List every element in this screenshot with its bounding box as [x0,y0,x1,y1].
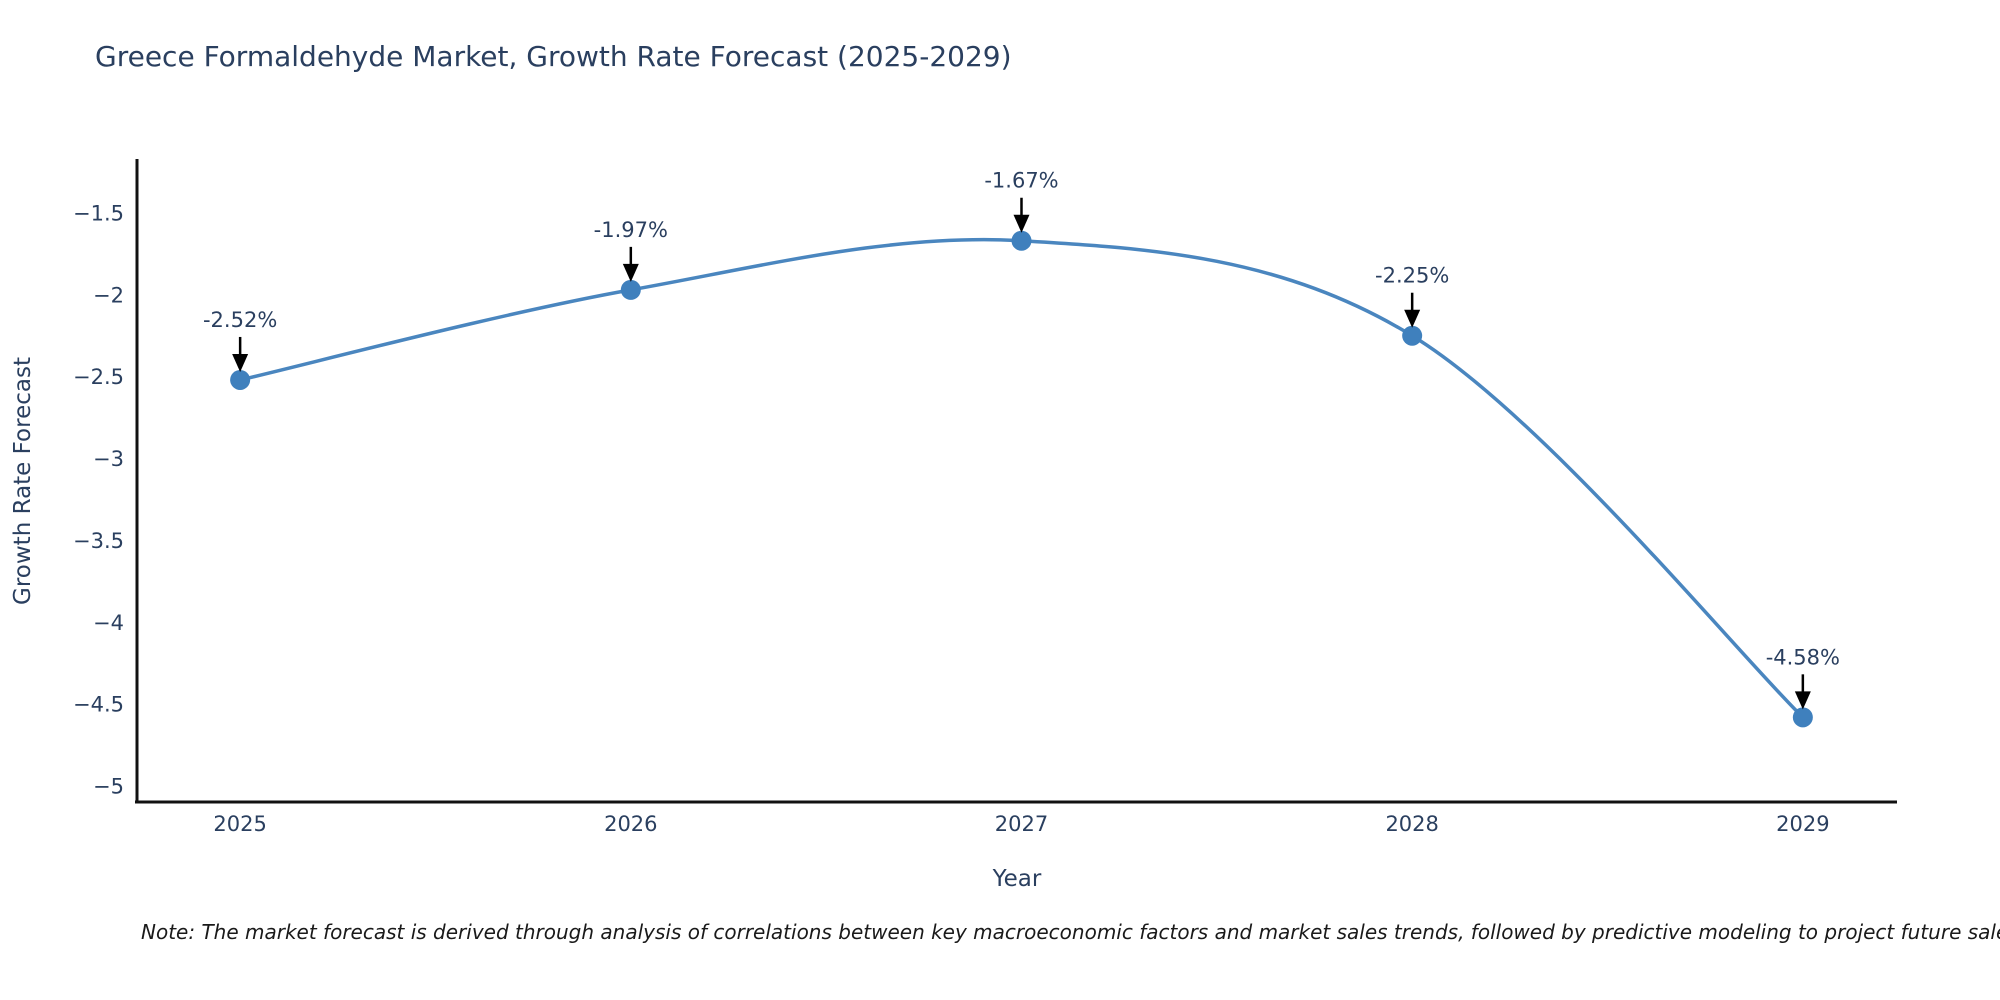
data-point-2028 [1402,325,1423,346]
annotation-label: -4.58% [1766,645,1840,669]
footnote: Note: The market forecast is derived thr… [141,920,2000,944]
annotation-2029: -4.58% [1766,645,1840,710]
x-tick-label: 2026 [604,812,657,836]
y-tick-label: −3.5 [73,529,124,553]
y-tick-label: −1.5 [73,201,124,225]
y-tick-label: −3 [93,447,124,471]
annotation-2027: -1.67% [984,169,1059,233]
annotation-arrow-head-icon [1013,214,1030,233]
annotation-arrow-head-icon [622,263,639,282]
x-tick-label: 2025 [213,812,266,836]
y-tick-label: −4 [93,611,124,635]
annotation-2026: -1.97% [594,218,668,282]
y-tick-label: −5 [93,775,124,799]
data-point-markers [230,230,1813,728]
annotation-2025: -2.52% [203,308,277,372]
x-axis-title: Year [992,866,1042,892]
y-axis-tick-labels: −1.5 −2 −2.5 −3 −3.5 −4 −4.5 −5 [73,201,124,798]
data-point-annotations: -2.52% -1.97% -1.67% -2.25% -4.58% [203,169,1840,710]
data-point-2025 [230,369,251,390]
forecast-line [239,237,1805,719]
annotation-arrow-head-icon [1794,691,1811,710]
annotation-arrow-head-icon [1404,309,1421,328]
annotation-label: -1.97% [594,218,668,242]
annotation-label: -2.25% [1375,264,1449,288]
y-tick-label: −2.5 [73,365,124,389]
data-point-2026 [620,279,641,300]
annotation-label: -1.67% [984,169,1058,193]
y-tick-label: −2 [93,283,124,307]
x-tick-label: 2029 [1776,812,1829,836]
y-axis-title: Growth Rate Forecast [10,357,36,605]
chart-title: Greece Formaldehyde Market, Growth Rate … [95,40,1012,73]
data-point-2029 [1792,707,1813,728]
x-tick-label: 2028 [1385,812,1438,836]
x-tick-label: 2027 [995,812,1048,836]
data-point-2027 [1011,230,1032,251]
annotation-arrow-head-icon [232,353,249,372]
y-tick-label: −4.5 [73,693,124,717]
annotation-label: -2.52% [203,308,277,332]
annotation-2028: -2.25% [1375,264,1449,328]
x-axis-tick-labels: 2025 2026 2027 2028 2029 [213,812,1829,836]
